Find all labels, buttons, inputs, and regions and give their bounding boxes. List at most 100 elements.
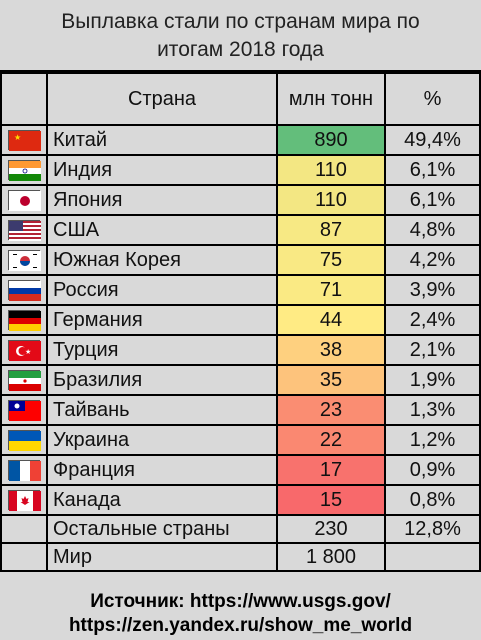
svg-text:★: ★ [14, 133, 21, 142]
country-cell: США [46, 214, 278, 246]
world-value: 1 800 [276, 542, 386, 572]
country-cell: Германия [46, 304, 278, 336]
source-line1: Источник: https://www.usgs.gov/ [90, 591, 391, 612]
flag-cell: ★ [0, 124, 48, 156]
country-cell: Турция [46, 334, 278, 366]
flag-cell [0, 484, 48, 516]
country-cell: Тайвань [46, 394, 278, 426]
source-footer: Источник: https://www.usgs.gov/ https://… [0, 588, 481, 640]
value-cell: 110 [276, 154, 386, 186]
value-cell: 71 [276, 274, 386, 306]
value-cell: 22 [276, 424, 386, 456]
country-cell: Украина [46, 424, 278, 456]
percent-cell: 4,2% [384, 244, 481, 276]
value-cell: 17 [276, 454, 386, 486]
flag-cell [0, 364, 48, 396]
percent-cell: 6,1% [384, 154, 481, 186]
value-cell: 110 [276, 184, 386, 216]
others-row: Остальные страны 230 12,8% [0, 514, 481, 544]
percent-cell: 1,9% [384, 364, 481, 396]
table-row: ★ Китай 890 49,4% [0, 124, 481, 156]
japan-flag-icon [8, 190, 41, 212]
value-cell: 23 [276, 394, 386, 426]
percent-cell: 2,1% [384, 334, 481, 366]
south-korea-flag-icon [8, 250, 41, 272]
percent-cell: 3,9% [384, 274, 481, 306]
value-cell: 87 [276, 214, 386, 246]
table-row: Россия 71 3,9% [0, 274, 481, 306]
country-cell: Китай [46, 124, 278, 156]
table-row: ★ Турция 38 2,1% [0, 334, 481, 366]
table-row: Япония 110 6,1% [0, 184, 481, 216]
steel-table: Страна млн тонн % ★ Китай 890 49,4% Индия 110… [0, 72, 481, 572]
value-cell: 35 [276, 364, 386, 396]
table-row: Тайвань 23 1,3% [0, 394, 481, 426]
table-row: Канада 15 0,8% [0, 484, 481, 516]
usa-flag-icon [8, 220, 41, 242]
header-value: млн тонн [276, 72, 386, 126]
percent-cell: 1,2% [384, 424, 481, 456]
percent-cell: 2,4% [384, 304, 481, 336]
percent-cell: 6,1% [384, 184, 481, 216]
header-percent: % [384, 72, 481, 126]
country-cell: Франция [46, 454, 278, 486]
others-value: 230 [276, 514, 386, 544]
country-cell: Россия [46, 274, 278, 306]
value-cell: 44 [276, 304, 386, 336]
flag-cell [0, 244, 48, 276]
table-row: Украина 22 1,2% [0, 424, 481, 456]
world-row: Мир 1 800 [0, 542, 481, 572]
canada-flag-icon [8, 490, 41, 512]
value-cell: 890 [276, 124, 386, 156]
value-cell: 75 [276, 244, 386, 276]
percent-cell: 49,4% [384, 124, 481, 156]
country-cell: Канада [46, 484, 278, 516]
world-label: Мир [46, 542, 278, 572]
table-row: Бразилия 35 1,9% [0, 364, 481, 396]
india-flag-icon [8, 160, 41, 182]
iran-flag-icon [8, 370, 41, 392]
chart-title-line2: итогам 2018 года [157, 38, 324, 61]
others-label: Остальные страны [46, 514, 278, 544]
percent-cell: 0,8% [384, 484, 481, 516]
table-row: США 87 4,8% [0, 214, 481, 246]
flag-cell [0, 274, 48, 306]
header-flag-cell [0, 72, 48, 126]
table-row: Южная Корея 75 4,2% [0, 244, 481, 276]
header-country: Страна [46, 72, 278, 126]
table-row: Германия 44 2,4% [0, 304, 481, 336]
flag-cell [0, 542, 48, 572]
country-cell: Бразилия [46, 364, 278, 396]
svg-text:★: ★ [25, 348, 31, 356]
country-cell: Япония [46, 184, 278, 216]
title-block: Выплавка стали по странам мира по итогам… [0, 0, 481, 72]
ukraine-flag-icon [8, 430, 41, 452]
flag-cell [0, 394, 48, 426]
germany-flag-icon [8, 310, 41, 332]
taiwan-flag-icon [8, 400, 41, 422]
percent-cell: 1,3% [384, 394, 481, 426]
flag-cell [0, 514, 48, 544]
value-cell: 15 [276, 484, 386, 516]
flag-cell [0, 154, 48, 186]
percent-cell: 0,9% [384, 454, 481, 486]
percent-cell: 4,8% [384, 214, 481, 246]
flag-cell [0, 184, 48, 216]
value-cell: 38 [276, 334, 386, 366]
turkey-flag-icon: ★ [8, 340, 41, 362]
country-cell: Индия [46, 154, 278, 186]
flag-cell [0, 454, 48, 486]
others-percent: 12,8% [384, 514, 481, 544]
table-row: Франция 17 0,9% [0, 454, 481, 486]
russia-flag-icon [8, 280, 41, 302]
france-flag-icon [8, 460, 41, 482]
flag-cell: ★ [0, 334, 48, 366]
world-percent [384, 542, 481, 572]
table-header-row: Страна млн тонн % [0, 72, 481, 126]
country-cell: Южная Корея [46, 244, 278, 276]
chart-title-line1: Выплавка стали по странам мира по [61, 10, 420, 33]
flag-cell [0, 304, 48, 336]
table-row: Индия 110 6,1% [0, 154, 481, 186]
flag-cell [0, 214, 48, 246]
